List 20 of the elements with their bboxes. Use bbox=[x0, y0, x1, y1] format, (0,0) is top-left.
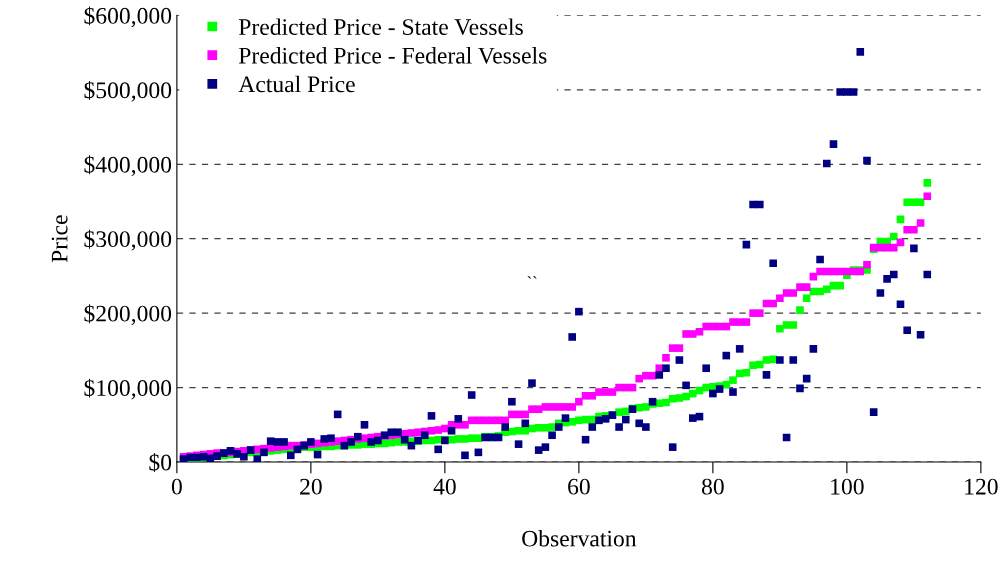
y-tick-label: $400,000 bbox=[84, 155, 172, 177]
legend-label: Actual Price bbox=[238, 75, 355, 93]
y-tick-label: $500,000 bbox=[84, 80, 172, 102]
legend-label: Predicted Price - Federal Vessels bbox=[238, 47, 547, 64]
y-axis-title: Price bbox=[51, 215, 68, 263]
annotation: `` bbox=[527, 276, 537, 279]
x-tick-label: 80 bbox=[701, 478, 724, 495]
y-tick-label: $600,000 bbox=[84, 6, 172, 28]
legend-label: Predicted Price - State Vessels bbox=[238, 18, 523, 36]
x-tick-label: 100 bbox=[831, 478, 864, 495]
y-tick-label: $100,000 bbox=[84, 378, 172, 400]
x-axis-title: Observation bbox=[522, 529, 637, 547]
x-tick-label: 20 bbox=[300, 478, 322, 495]
x-tick-label: 0 bbox=[171, 478, 182, 495]
y-tick-label: $0 bbox=[149, 453, 172, 473]
x-tick-label: 120 bbox=[965, 478, 998, 495]
y-tick-label: $300,000 bbox=[84, 229, 172, 251]
x-tick-label: 40 bbox=[433, 478, 456, 495]
y-tick-label: $200,000 bbox=[84, 304, 172, 325]
x-tick-label: 60 bbox=[568, 478, 590, 495]
